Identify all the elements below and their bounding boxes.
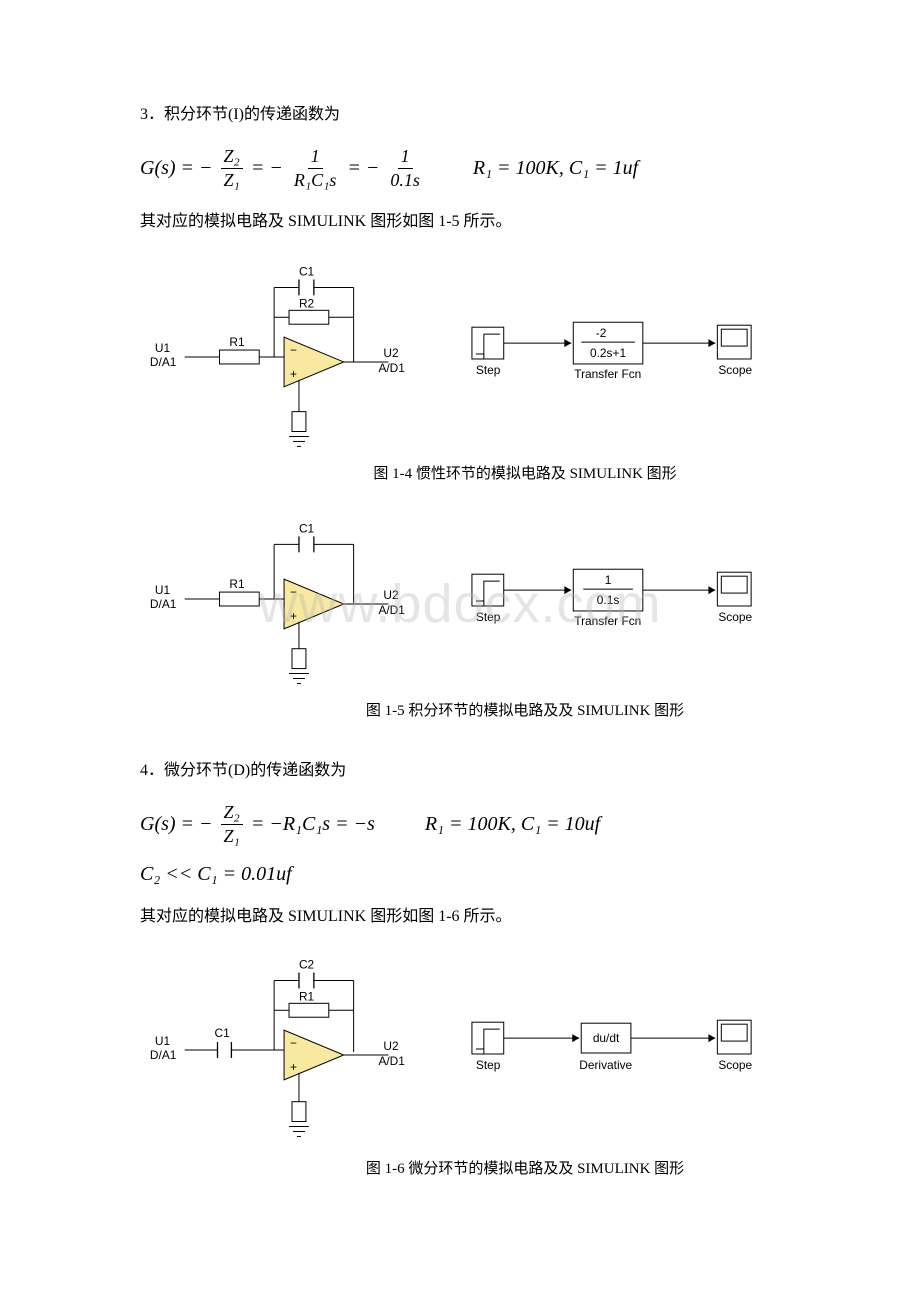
section3-heading: 3．积分环节(I)的传递函数为	[140, 100, 780, 130]
svg-text:−: −	[290, 343, 297, 357]
eq4-rest: = −R₁C₁s = −s	[251, 813, 375, 836]
step-label: Step	[476, 610, 501, 624]
deriv-label: Derivative	[579, 1058, 632, 1072]
eq-params: R₁ = 100K, C₁ = 1uf	[473, 157, 638, 180]
fig14-caption: 图 1-4 惯性环节的模拟电路及 SIMULINK 图形	[270, 462, 780, 483]
r2-label: R2	[299, 296, 315, 310]
deriv-text: du/dt	[593, 1031, 620, 1045]
eq-sep1: = −	[251, 157, 283, 180]
fig15-circuit: C1 U1 D/A1 R1 − + U2 A/D1	[140, 519, 438, 689]
svg-text:+: +	[290, 609, 297, 623]
scope-label: Scope	[718, 1058, 752, 1072]
fig15-caption: 图 1-5 积分环节的模拟电路及及 SIMULINK 图形	[270, 699, 780, 720]
step-label: Step	[476, 1058, 501, 1072]
eq-frac3: 1 0.1s	[387, 146, 423, 191]
tf-den: 0.2s+1	[590, 346, 626, 360]
eq4-line2: C₂ << C₁ = 0.01uf	[140, 863, 292, 886]
c1-label: C1	[299, 521, 315, 535]
fig14-circuit: C1 R2 U1 D/A1 R1 − + U2 A/D1	[140, 262, 438, 452]
figure-1-4: C1 R2 U1 D/A1 R1 − + U2 A/D1 Step	[140, 262, 780, 452]
tf-label: Transfer Fcn	[574, 614, 641, 628]
u1-label: U1	[155, 1034, 171, 1048]
section4-sentence: 其对应的模拟电路及 SIMULINK 图形如图 1-6 所示。	[140, 902, 780, 932]
eq4-lhs: G(s) = −	[140, 813, 213, 836]
c2-label: C2	[299, 957, 315, 971]
fig16-circuit: C2 R1 U1 D/A1 C1 − + U2 A/D1	[140, 957, 438, 1147]
eq-lhs: G(s) = −	[140, 157, 213, 180]
ad1-label: A/D1	[378, 603, 405, 617]
da1-label: D/A1	[150, 597, 177, 611]
section4-heading: 4．微分环节(D)的传递函数为	[140, 756, 780, 786]
c1-input-label: C1	[215, 1026, 231, 1040]
tf-den: 0.1s	[597, 593, 620, 607]
fig16-caption: 图 1-6 微分环节的模拟电路及及 SIMULINK 图形	[270, 1157, 780, 1178]
c1-label: C1	[299, 264, 315, 278]
u2-label: U2	[383, 588, 399, 602]
tf-label: Transfer Fcn	[574, 367, 641, 381]
tf-num: 1	[605, 573, 612, 587]
r1-fb-label: R1	[299, 989, 315, 1003]
tf-num: -2	[596, 326, 607, 340]
u2-label: U2	[383, 1039, 399, 1053]
fig14-simulink: Step -2 0.2s+1 Transfer Fcn Scope	[462, 312, 780, 402]
scope-label: Scope	[718, 363, 752, 377]
r1-label: R1	[229, 335, 245, 349]
section4-equation2: C₂ << C₁ = 0.01uf	[140, 863, 780, 886]
figure-1-5: C1 U1 D/A1 R1 − + U2 A/D1	[140, 519, 780, 689]
svg-text:−: −	[290, 1036, 297, 1050]
eq-frac1: Z₂ Z₁	[221, 146, 243, 191]
da1-label: D/A1	[150, 1048, 177, 1062]
u1-label: U1	[155, 341, 171, 355]
svg-text:−: −	[290, 585, 297, 599]
ad1-label: A/D1	[378, 361, 405, 375]
da1-label: D/A1	[150, 355, 177, 369]
fig16-simulink: Step du/dt Derivative Scope	[462, 1007, 780, 1097]
eq-frac2: 1 R₁C₁s	[291, 146, 340, 191]
svg-text:+: +	[290, 367, 297, 381]
section3-equation: G(s) = − Z₂ Z₁ = − 1 R₁C₁s = − 1 0.1s R₁…	[140, 146, 780, 191]
eq4-frac1: Z₂ Z₁	[221, 802, 243, 847]
u1-label: U1	[155, 583, 171, 597]
step-label: Step	[476, 363, 501, 377]
u2-label: U2	[383, 346, 399, 360]
figure-1-6: C2 R1 U1 D/A1 C1 − + U2 A/D1 Step	[140, 957, 780, 1147]
r1-label: R1	[229, 577, 245, 591]
section3-sentence: 其对应的模拟电路及 SIMULINK 图形如图 1-5 所示。	[140, 207, 780, 237]
eq-sep2: = −	[347, 157, 379, 180]
section4-equation: G(s) = − Z₂ Z₁ = −R₁C₁s = −s R₁ = 100K, …	[140, 802, 780, 847]
ad1-label: A/D1	[378, 1054, 405, 1068]
fig15-simulink: Step 1 0.1s Transfer Fcn Scope	[462, 559, 780, 649]
svg-text:+: +	[290, 1060, 297, 1074]
scope-label: Scope	[718, 610, 752, 624]
eq4-params: R₁ = 100K, C₁ = 10uf	[425, 813, 600, 836]
